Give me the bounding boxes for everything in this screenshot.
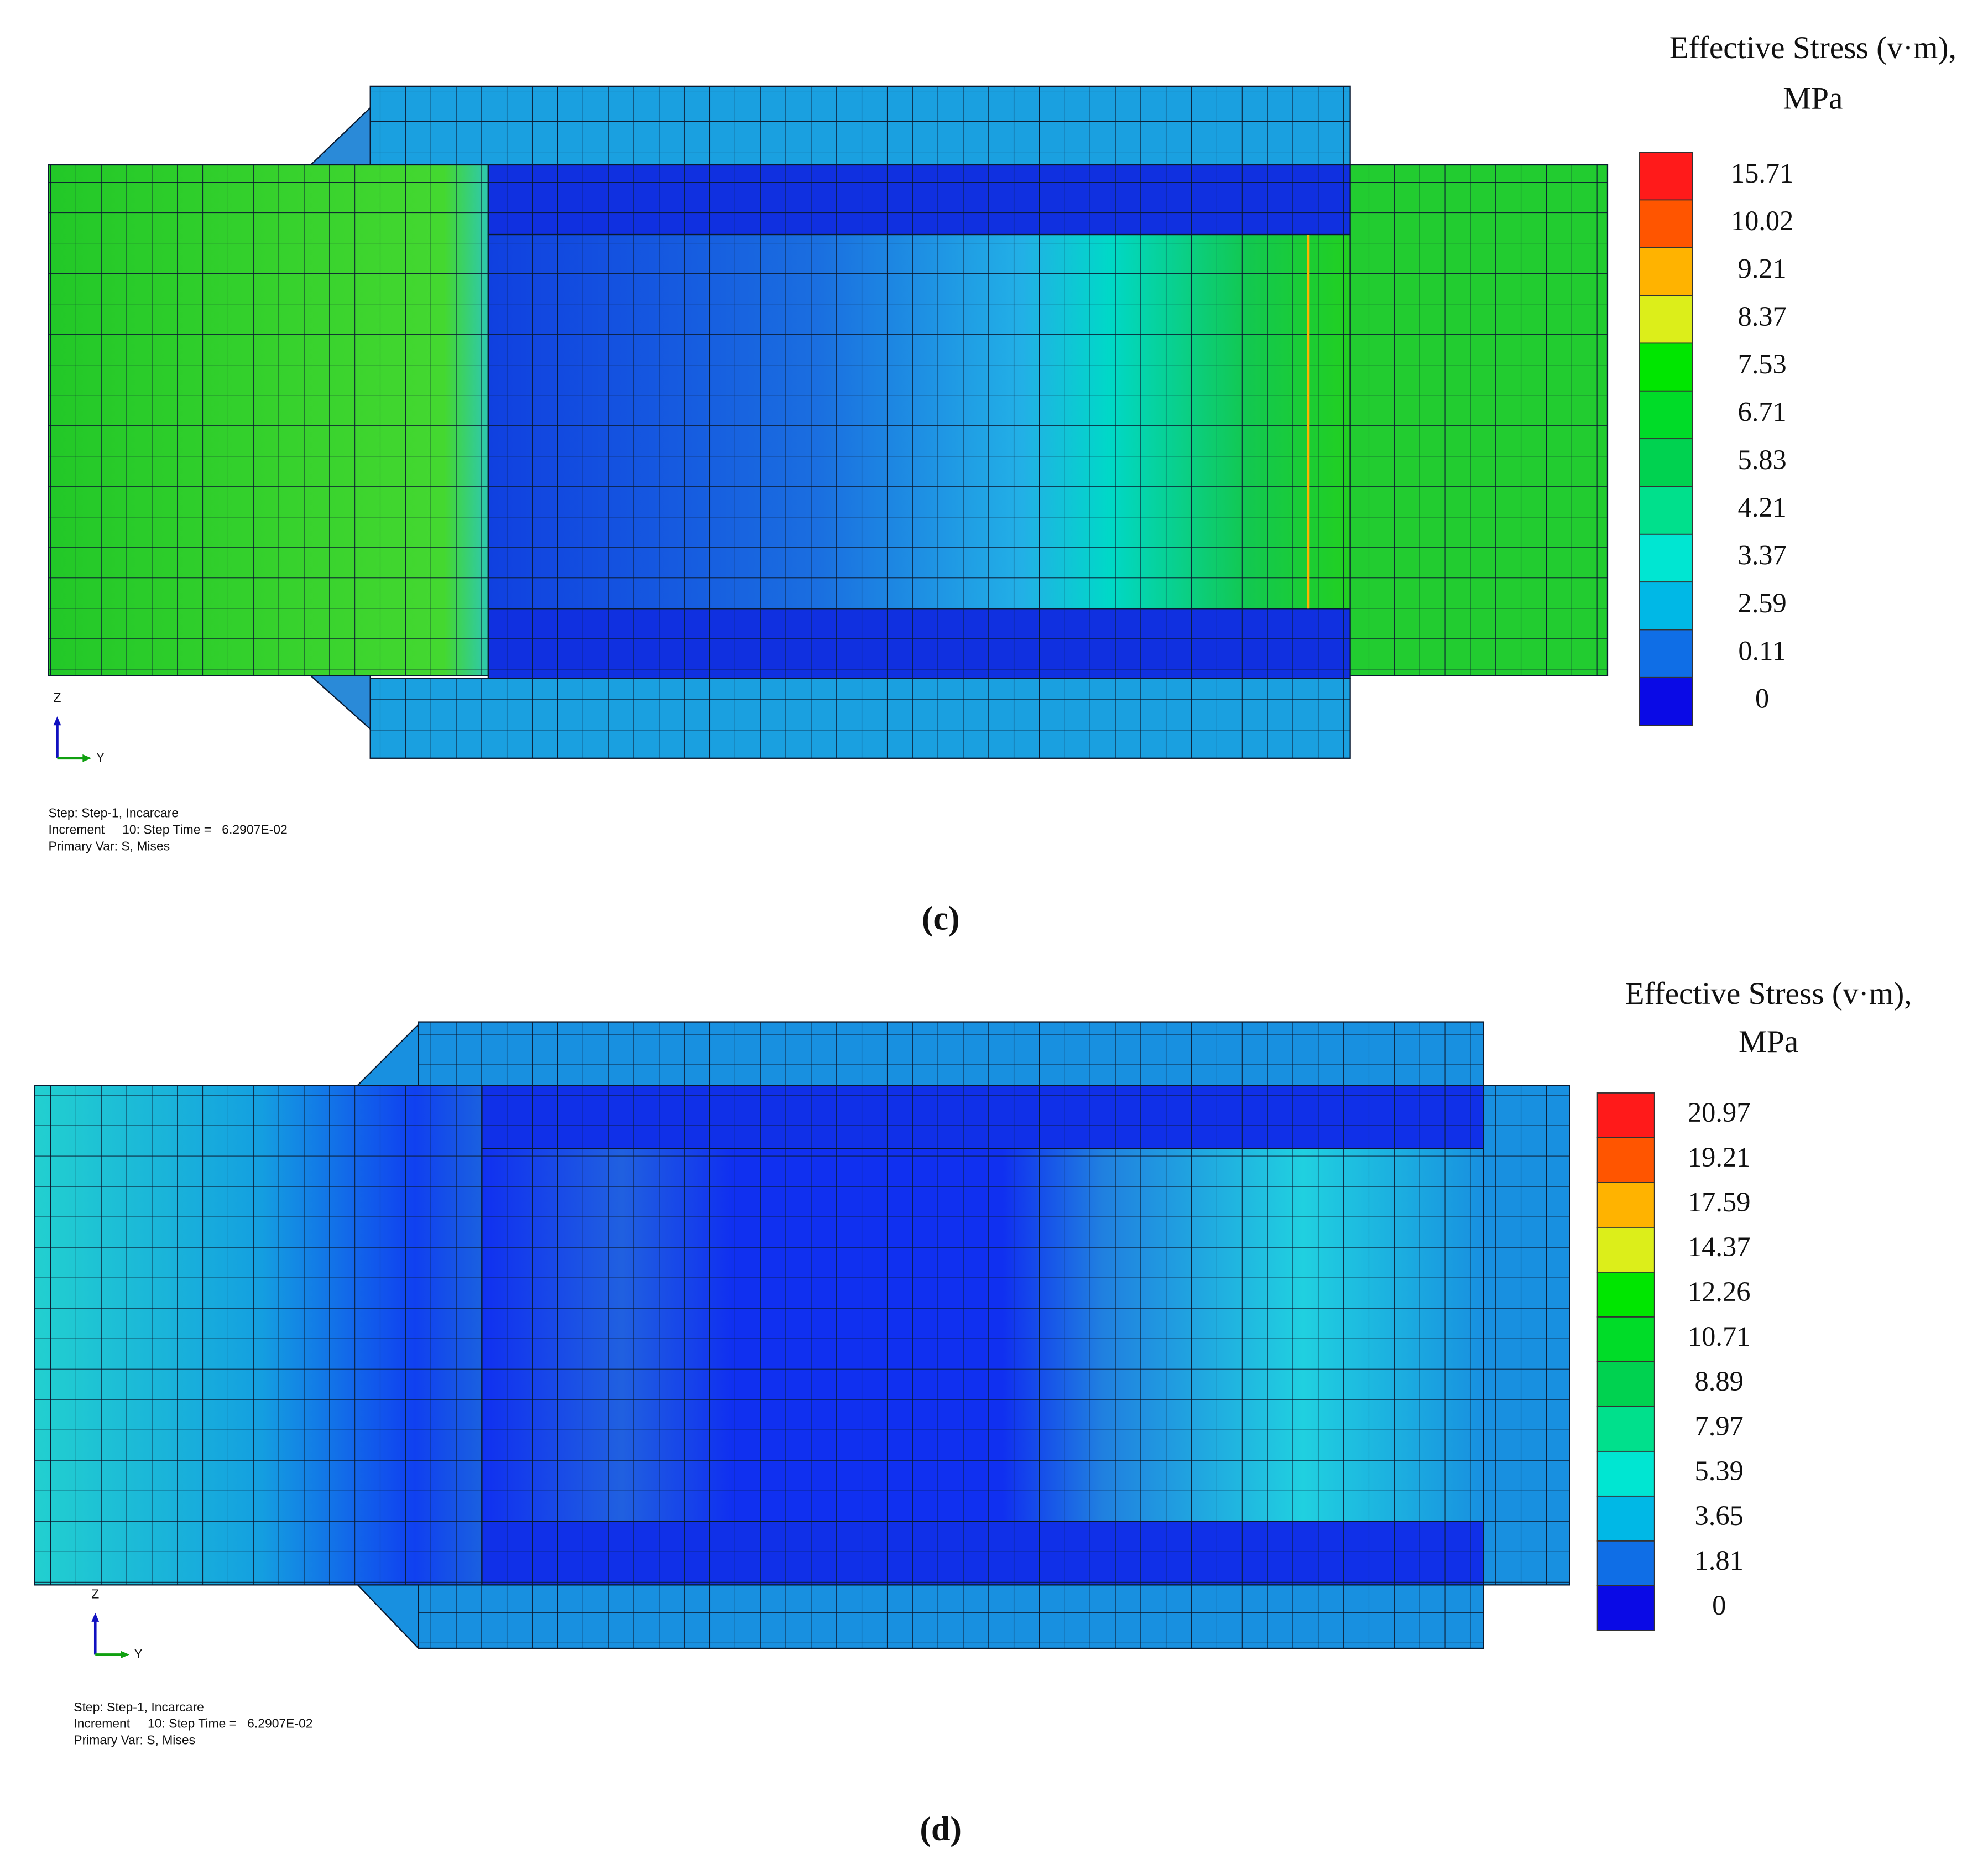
legend-label: 1.81 [1695, 1545, 1744, 1576]
legend-label: 0.11 [1738, 635, 1786, 666]
axis-label: Y [134, 1646, 143, 1660]
legend-label: 17.59 [1688, 1186, 1750, 1217]
legend-band [1596, 1137, 1655, 1183]
legend-band [1596, 1361, 1655, 1407]
legend-band [1596, 1092, 1655, 1138]
legend-band [1639, 247, 1693, 296]
chamfer [309, 675, 371, 731]
legend-unit: MPa [1783, 81, 1843, 116]
inner-bottom-mesh [487, 608, 1351, 679]
inner-body-mesh [487, 233, 1351, 610]
legend-band [1639, 152, 1693, 201]
inner-body-mesh [481, 1148, 1484, 1522]
housing-bottom-mesh [369, 678, 1351, 759]
legend-band [1639, 581, 1693, 631]
chamfer [356, 1584, 419, 1650]
legend-label: 15.71 [1731, 158, 1793, 189]
fem-plots [34, 85, 1609, 1650]
step-info: Step: Step-1, Incarcare [48, 806, 179, 820]
legend-label: 0 [1755, 683, 1769, 714]
legend-label: 5.39 [1695, 1455, 1744, 1486]
legend-label: 12.26 [1688, 1276, 1750, 1307]
legend-band [1639, 438, 1693, 487]
legend-label: 3.37 [1738, 540, 1787, 571]
annotations: Effective Stress (v·m), MPa 15.71 10.02 9.21… [48, 30, 1956, 1848]
legend-band [1596, 1406, 1655, 1452]
housing-bottom-mesh [418, 1584, 1484, 1649]
axis-label: Y [96, 750, 105, 764]
legend-band [1596, 1450, 1655, 1497]
legend-label: 8.37 [1738, 301, 1787, 332]
caption: (c) [922, 900, 960, 938]
axis-label: Z [91, 1587, 99, 1601]
housing-top-mesh [369, 85, 1351, 166]
step-info: Increment 10: Step Time = 6.2907E-02 [48, 822, 287, 836]
legend-band [1639, 533, 1693, 583]
axis-arrow [82, 754, 92, 762]
legend-label: 7.97 [1695, 1410, 1744, 1441]
right-pipe-mesh [1483, 1085, 1570, 1586]
legend-band [1639, 199, 1693, 248]
legend-label: 3.65 [1695, 1500, 1744, 1531]
chamfer [356, 1023, 419, 1086]
legend-label: 9.21 [1738, 253, 1787, 284]
legend-band [1639, 342, 1693, 392]
axis-arrow [91, 1612, 100, 1622]
right-pipe-mesh [1349, 164, 1609, 676]
inner-top-mesh [487, 164, 1351, 236]
legend-label: 20.97 [1688, 1097, 1750, 1128]
axis-label: Z [53, 690, 61, 705]
legend-band [1596, 1585, 1655, 1631]
left-pipe-mesh [48, 164, 489, 676]
legend-band [1639, 629, 1693, 678]
legend-label: 7.53 [1738, 348, 1787, 379]
axis-arrow [53, 716, 61, 726]
legend-label: 2.59 [1738, 587, 1787, 618]
legend-band [1596, 1182, 1655, 1228]
legend-label: 6.71 [1738, 397, 1787, 428]
chamfer [309, 106, 371, 166]
legend-band [1596, 1495, 1655, 1542]
legend-label: 8.89 [1695, 1366, 1744, 1397]
legend-label: 10.02 [1731, 205, 1793, 236]
legend-label: 0 [1712, 1590, 1726, 1621]
left-pipe-mesh [34, 1085, 483, 1586]
legend-band [1639, 390, 1693, 440]
legend-band [1596, 1540, 1655, 1586]
step-info: Step: Step-1, Incarcare [74, 1700, 204, 1714]
legend-band [1596, 1227, 1655, 1273]
step-info: Increment 10: Step Time = 6.2907E-02 [74, 1716, 312, 1731]
legend-title: Effective Stress (v·m), [1625, 976, 1912, 1011]
legend-band [1596, 1316, 1655, 1362]
legend-label: 10.71 [1688, 1321, 1750, 1352]
legend-label: 19.21 [1688, 1142, 1750, 1173]
step-info: Primary Var: S, Mises [48, 839, 170, 853]
inner-bottom-mesh [481, 1521, 1484, 1586]
legend-unit: MPa [1739, 1024, 1798, 1059]
inner-top-mesh [481, 1085, 1484, 1149]
legend-band [1639, 295, 1693, 344]
legend-label: 14.37 [1688, 1231, 1750, 1262]
legend-band [1596, 1272, 1655, 1318]
legend-label: 5.83 [1738, 444, 1787, 475]
axis-arrow [121, 1651, 130, 1659]
housing-top-mesh [418, 1021, 1484, 1086]
legend-band [1639, 676, 1693, 726]
caption: (d) [920, 1810, 962, 1848]
step-info: Primary Var: S, Mises [74, 1732, 195, 1747]
legend-label: 4.21 [1738, 492, 1787, 523]
legend-title: Effective Stress (v·m), [1669, 30, 1956, 65]
legend-band [1639, 486, 1693, 535]
